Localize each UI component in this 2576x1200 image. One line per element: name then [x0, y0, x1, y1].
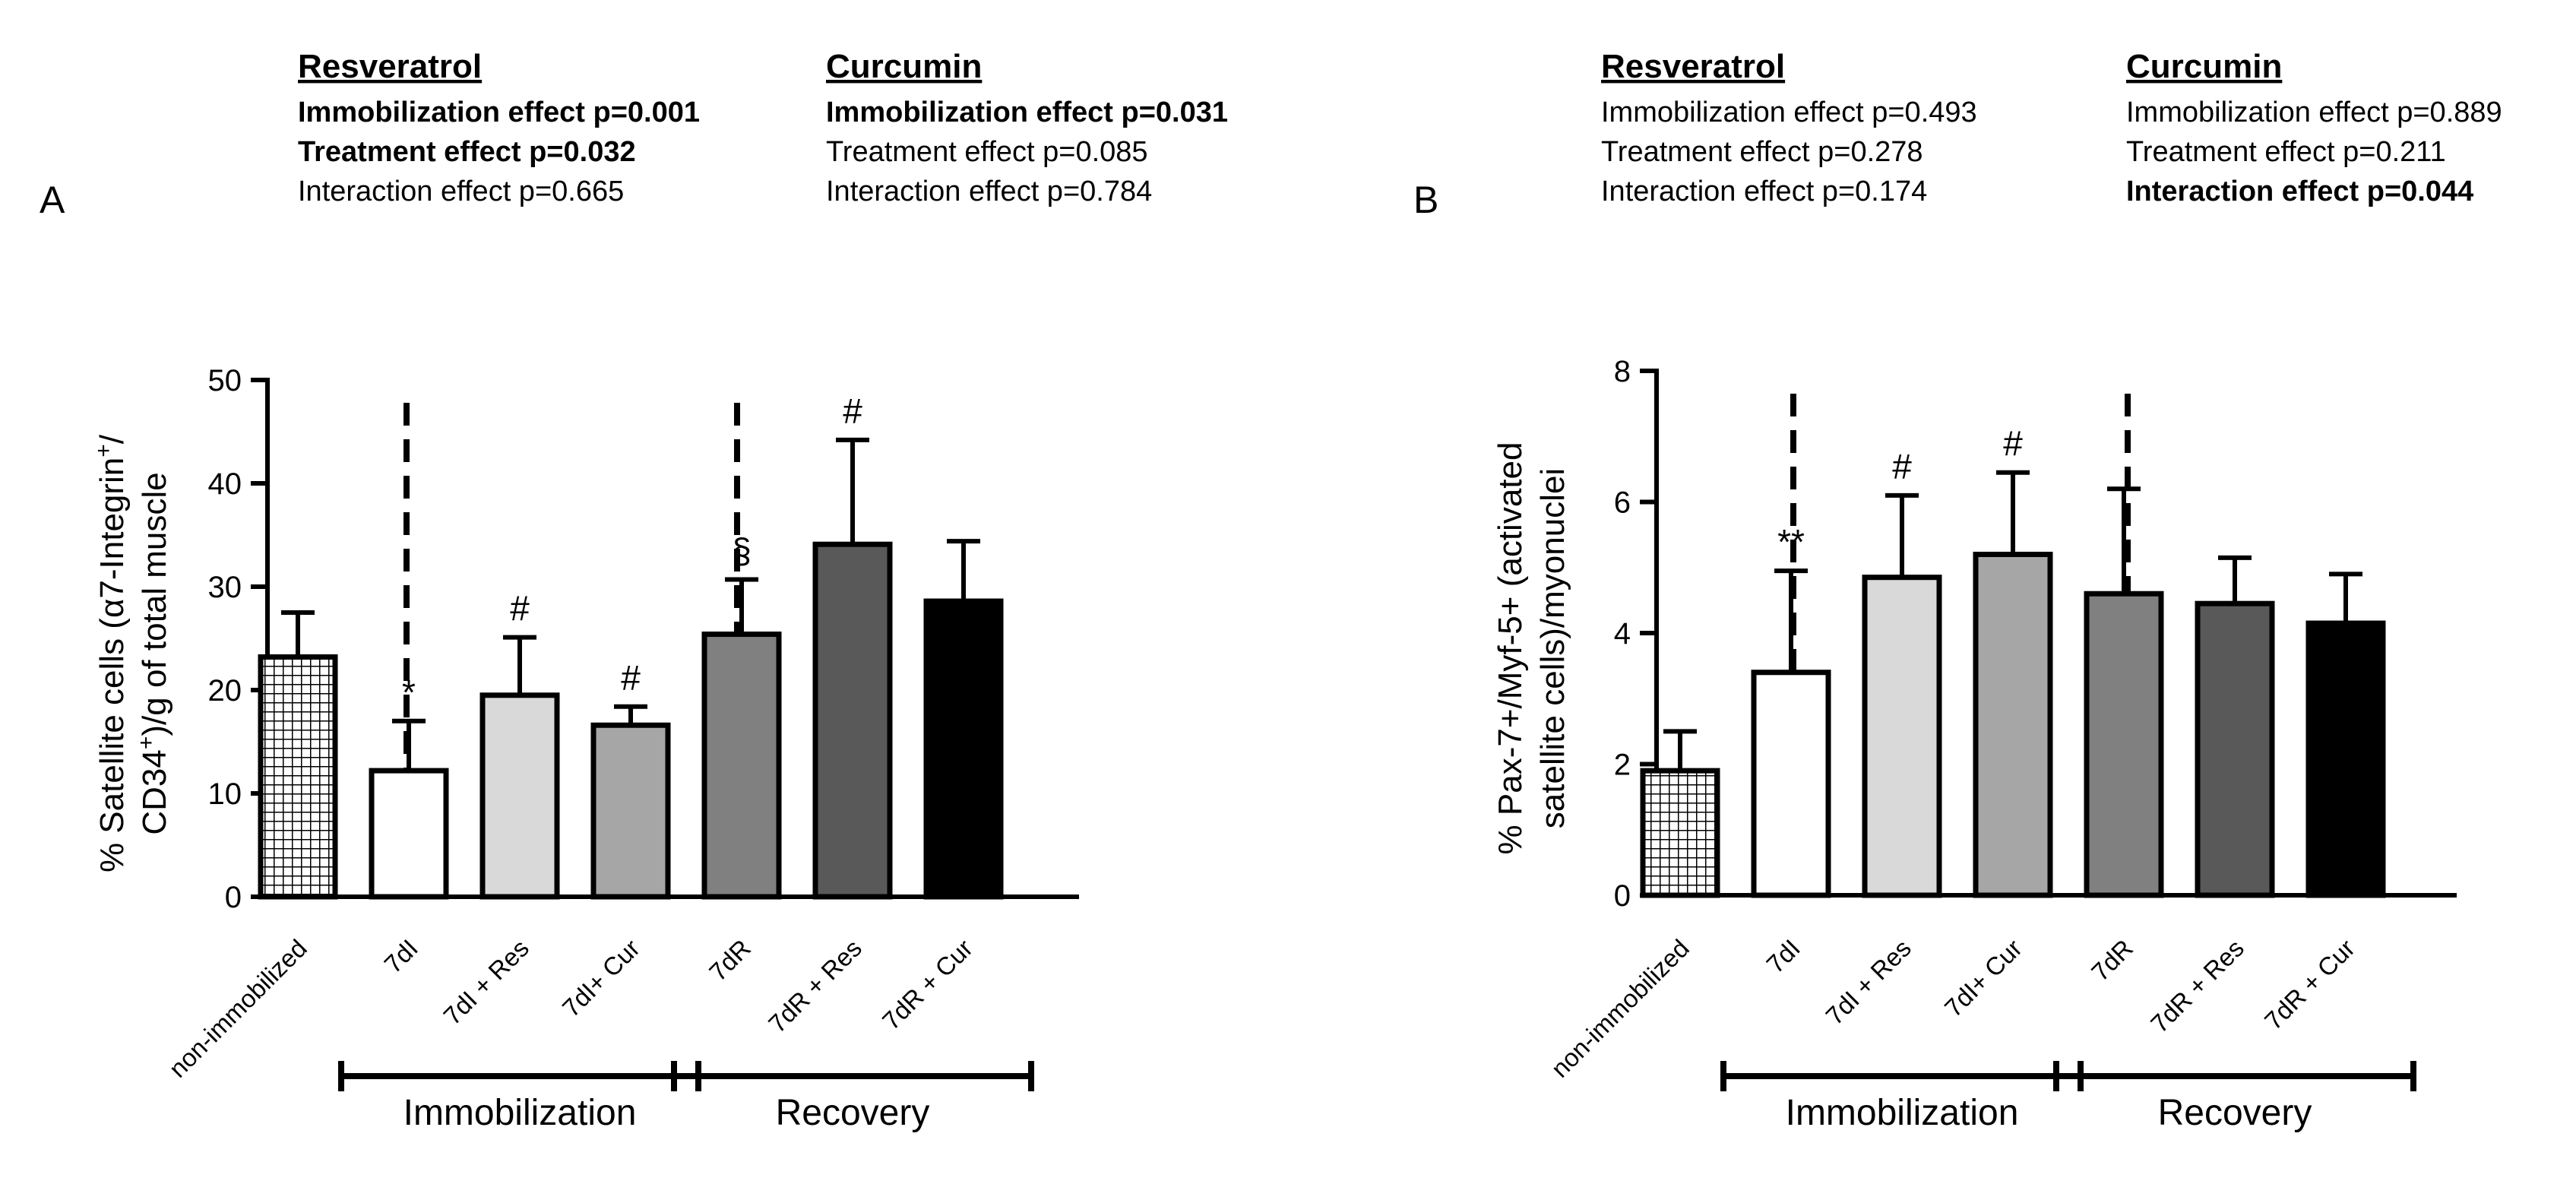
category-label: 7dR + Cur — [2259, 934, 2360, 1035]
y-tick-label: 6 — [1614, 486, 1631, 520]
significance-mark: # — [2003, 424, 2023, 464]
group-label: Immobilization — [1786, 1093, 2019, 1133]
y-tick-label: 40 — [208, 467, 242, 501]
category-label: 7dR — [2086, 934, 2138, 986]
bar — [701, 632, 782, 900]
group-label: Recovery — [776, 1093, 930, 1133]
significance-mark: ** — [1777, 522, 1805, 562]
category-label: 7dI+ Cur — [557, 934, 645, 1022]
category-label: 7dI — [1761, 934, 1805, 979]
significance-mark: # — [621, 658, 641, 698]
stats-line: Treatment effect p=0.278 — [1601, 136, 1923, 168]
panel-letter: B — [1413, 179, 1438, 221]
bar — [2084, 591, 2164, 898]
stats-block-resveratrol: Resveratrol Immobilization effect p=0.493… — [1601, 48, 1977, 207]
y-tick-label: 4 — [1614, 617, 1631, 651]
category-label: 7dI + Res — [1820, 934, 1916, 1031]
stats-line: Immobilization effect p=0.889 — [2126, 97, 2502, 128]
y-tick-label: 0 — [1614, 879, 1631, 913]
stats-line: Interaction effect p=0.044 — [2126, 176, 2473, 207]
y-tick-label: 20 — [208, 674, 242, 708]
bar — [923, 598, 1004, 900]
bar — [812, 541, 893, 900]
stats-line: Interaction effect p=0.784 — [826, 176, 1152, 207]
bar — [1973, 552, 2053, 898]
bar — [1862, 575, 1942, 898]
category-label: 7dI + Res — [438, 934, 534, 1031]
bar — [479, 692, 560, 900]
group-label: Recovery — [2158, 1093, 2312, 1133]
category-label: 7dR + Res — [763, 934, 867, 1038]
panel-a: A Resveratrol Immobilization effect p=0.00… — [40, 48, 1228, 221]
bar — [2305, 620, 2386, 898]
stats-line: Treatment effect p=0.211 — [2126, 136, 2446, 168]
stats-line: Treatment effect p=0.032 — [298, 136, 636, 168]
y-axis-label: % Pax-7+/Myf-5+ (activated satellite cell… — [1492, 442, 1571, 855]
stats-block-curcumin: Curcumin Immobilization effect p=0.889 Tre… — [2126, 48, 2502, 207]
y-tick-label: 50 — [208, 364, 242, 397]
stats-block-resveratrol: Resveratrol Immobilization effect p=0.001… — [298, 48, 700, 207]
bar-chart-b: 0 2 4 6 8 % Pax-7+/Myf-5+ (activated satellite… — [1492, 355, 2457, 1133]
stats-line: Immobilization effect p=0.493 — [1601, 97, 1977, 128]
bar — [1751, 670, 1831, 898]
y-tick-label: 10 — [208, 777, 242, 811]
category-label: 7dR — [704, 934, 756, 986]
bar — [369, 768, 449, 900]
significance-mark: # — [843, 391, 862, 431]
y-axis-label: % Satellite cells (α7-Integrin+/CD34+)/g… — [91, 434, 174, 872]
y-tick-label: 30 — [208, 571, 242, 604]
stats-heading: Resveratrol — [298, 48, 482, 85]
group-label: Immobilization — [403, 1093, 637, 1133]
bar — [258, 654, 338, 900]
significance-mark: # — [1892, 447, 1912, 486]
significance-mark: # — [510, 589, 530, 628]
stats-line: Immobilization effect p=0.001 — [298, 97, 700, 128]
category-label: 7dR + Cur — [877, 934, 978, 1035]
category-label: 7dI — [378, 934, 423, 979]
stats-heading: Curcumin — [2126, 48, 2282, 85]
stats-block-curcumin: Curcumin Immobilization effect p=0.031 Tre… — [826, 48, 1228, 207]
panel-letter: A — [40, 179, 65, 221]
bar-chart-a: 0 10 20 30 40 50 % Satellite cells (α7-Integri… — [91, 364, 1079, 1133]
y-tick-label: 2 — [1614, 749, 1631, 782]
category-label: 7dI+ Cur — [1939, 934, 2027, 1022]
category-label: non-immobilized — [163, 934, 312, 1083]
stats-line: Immobilization effect p=0.031 — [826, 97, 1228, 128]
bar — [1640, 768, 1720, 898]
y-tick-label: 8 — [1614, 355, 1631, 388]
significance-mark: § — [732, 530, 752, 570]
stats-line: Interaction effect p=0.174 — [1601, 176, 1927, 207]
bar — [2195, 600, 2275, 898]
stats-line: Treatment effect p=0.085 — [826, 136, 1148, 168]
significance-mark: * — [402, 673, 416, 712]
stats-heading: Resveratrol — [1601, 48, 1785, 85]
category-label: 7dR + Res — [2145, 934, 2249, 1038]
stats-line: Interaction effect p=0.665 — [298, 176, 624, 207]
stats-heading: Curcumin — [826, 48, 982, 85]
bar — [590, 722, 671, 900]
panel-b: B Resveratrol Immobilization effect p=0.49… — [1413, 48, 2502, 221]
category-label: non-immobilized — [1546, 934, 1695, 1083]
y-tick-label: 0 — [225, 881, 242, 914]
